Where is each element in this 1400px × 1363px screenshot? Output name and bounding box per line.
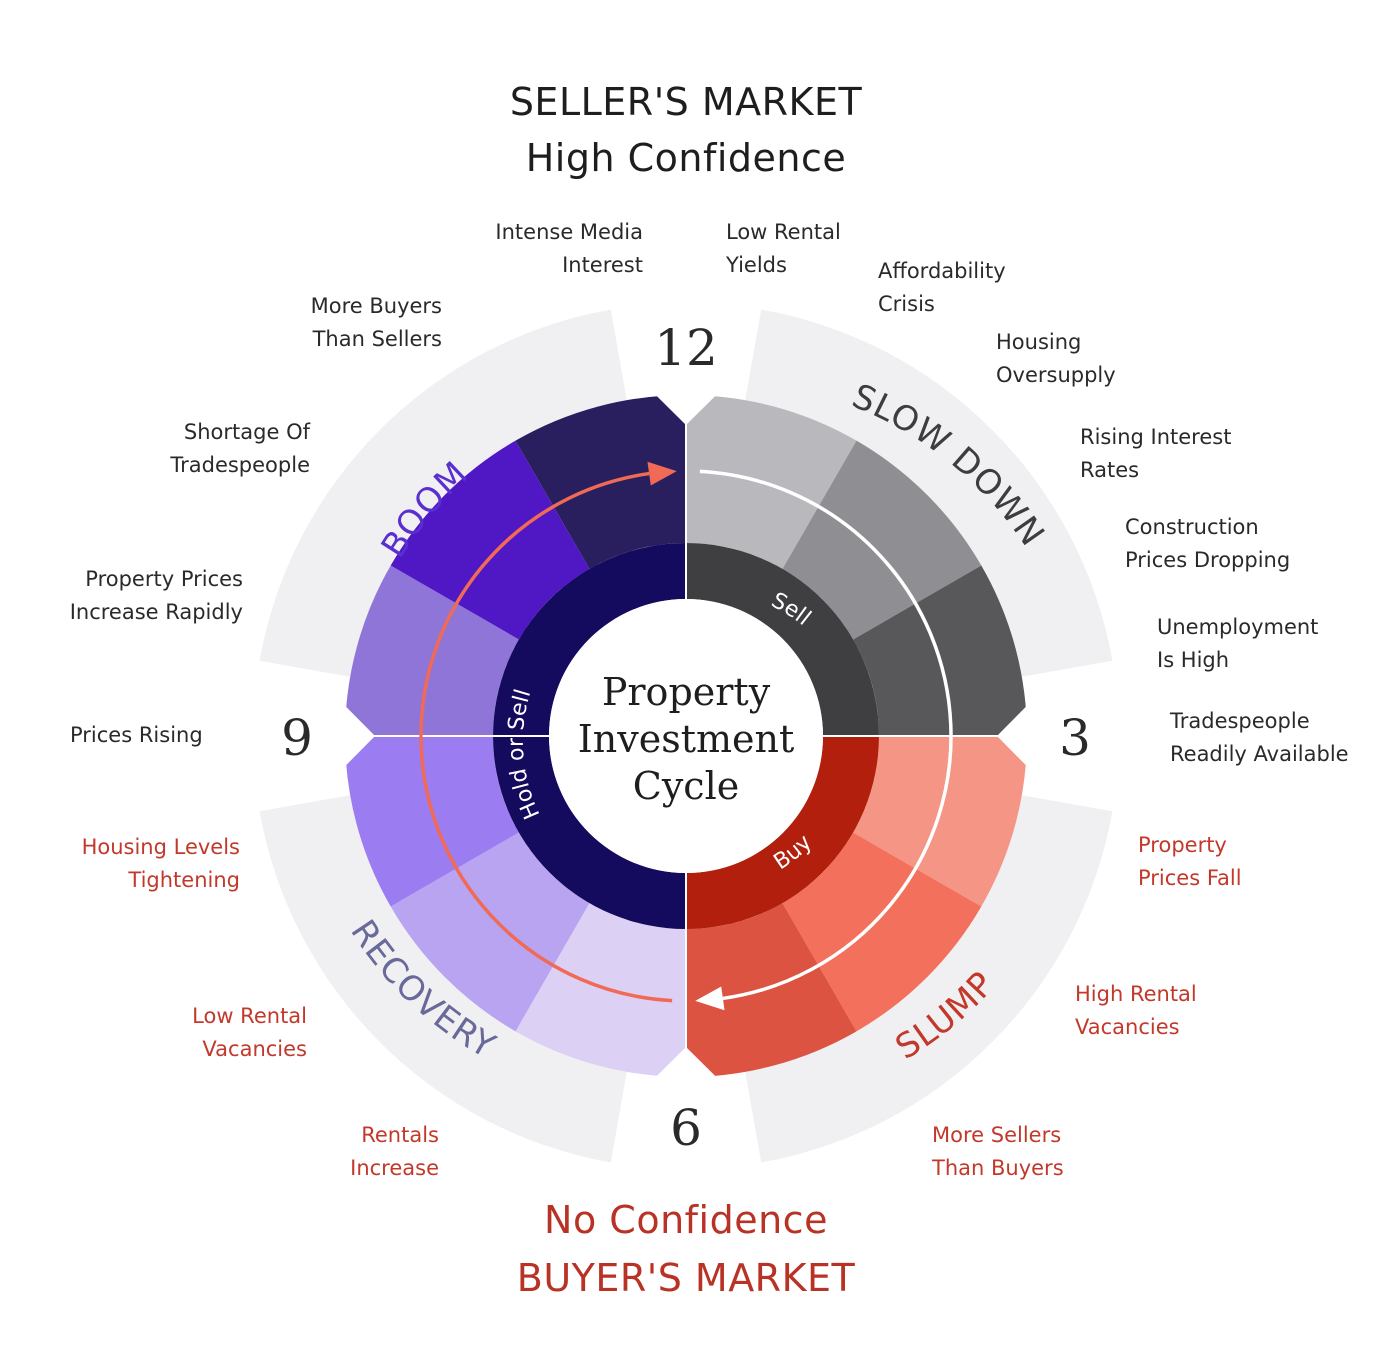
label-property-prices-increase: Property Prices Increase Rapidly (69, 567, 243, 624)
label-unemployment-high: Unemployment Is High (1157, 615, 1319, 672)
sell-to-buy-arrow (699, 469, 953, 1001)
clock-9: 9 (281, 709, 313, 767)
slowdown-segment-3 (853, 565, 1027, 736)
label-rising-interest-rates: Rising Interest Rates (1080, 425, 1232, 482)
label-more-sellers-than-buyers: More Sellers Than Buyers (932, 1123, 1064, 1180)
inner-ring-buy (686, 736, 879, 929)
boom-segment-3 (515, 395, 686, 569)
boom-segment-2 (390, 440, 590, 640)
inner-ring-sell (686, 543, 879, 736)
label-housing-oversupply: Housing Oversupply (996, 330, 1116, 387)
center-title-line3: Cycle (633, 764, 739, 808)
clock-3: 3 (1059, 709, 1091, 767)
clock-6: 6 (670, 1099, 702, 1157)
label-tradespeople-available: Tradespeople Readily Available (1170, 709, 1349, 766)
grey-band-3 (259, 309, 629, 679)
label-construction-prices-dropping: Construction Prices Dropping (1125, 515, 1291, 572)
center-title-line1: Property (602, 670, 771, 714)
label-high-rental-vacancies: High Rental Vacancies (1075, 982, 1197, 1039)
header-high-confidence: High Confidence (525, 136, 847, 180)
label-low-rental-vacancies: Low Rental Vacancies (192, 1004, 307, 1061)
label-low-rental-yields: Low Rental Yields (726, 220, 841, 277)
grey-band-1 (743, 793, 1113, 1163)
footer-buyers-market: BUYER'S MARKET (516, 1256, 856, 1300)
label-prices-rising: Prices Rising (70, 723, 203, 747)
header-sellers-market: SELLER'S MARKET (509, 80, 863, 124)
grey-band-2 (259, 793, 629, 1163)
clock-12: 12 (654, 319, 718, 377)
inner-ring-hold (493, 543, 686, 929)
slump-segment-2 (782, 832, 982, 1032)
boom-segment-1 (345, 565, 519, 736)
footer-no-confidence: No Confidence (544, 1198, 828, 1242)
arrow-head-orange-icon (647, 461, 677, 486)
slump-segment-3 (686, 903, 857, 1077)
center-circle (549, 599, 823, 873)
label-rentals-increase: Rentals Increase (350, 1123, 439, 1180)
slowdown-segment-1 (686, 395, 857, 569)
recovery-to-boom-arrow (419, 471, 673, 1003)
label-shortage-of-tradespeople: Shortage Of Tradespeople (170, 420, 310, 477)
slump-segment-1 (853, 736, 1027, 907)
slowdown-segment-2 (782, 440, 982, 640)
label-housing-levels-tightening: Housing Levels Tightening (81, 835, 240, 892)
label-intense-media-interest: Intense Media Interest (495, 220, 643, 277)
label-affordability-crisis: Affordability Crisis (878, 259, 1006, 316)
recovery-segment-3 (345, 736, 519, 907)
label-property-prices-fall: Property Prices Fall (1138, 833, 1242, 890)
label-more-buyers-than-sellers: More Buyers Than Sellers (310, 294, 442, 351)
recovery-segment-2 (390, 832, 590, 1032)
arrow-head-white-icon (695, 986, 725, 1011)
recovery-segment-1 (515, 903, 686, 1077)
grey-band-0 (743, 309, 1113, 679)
center-title-line2: Investment (578, 717, 794, 761)
